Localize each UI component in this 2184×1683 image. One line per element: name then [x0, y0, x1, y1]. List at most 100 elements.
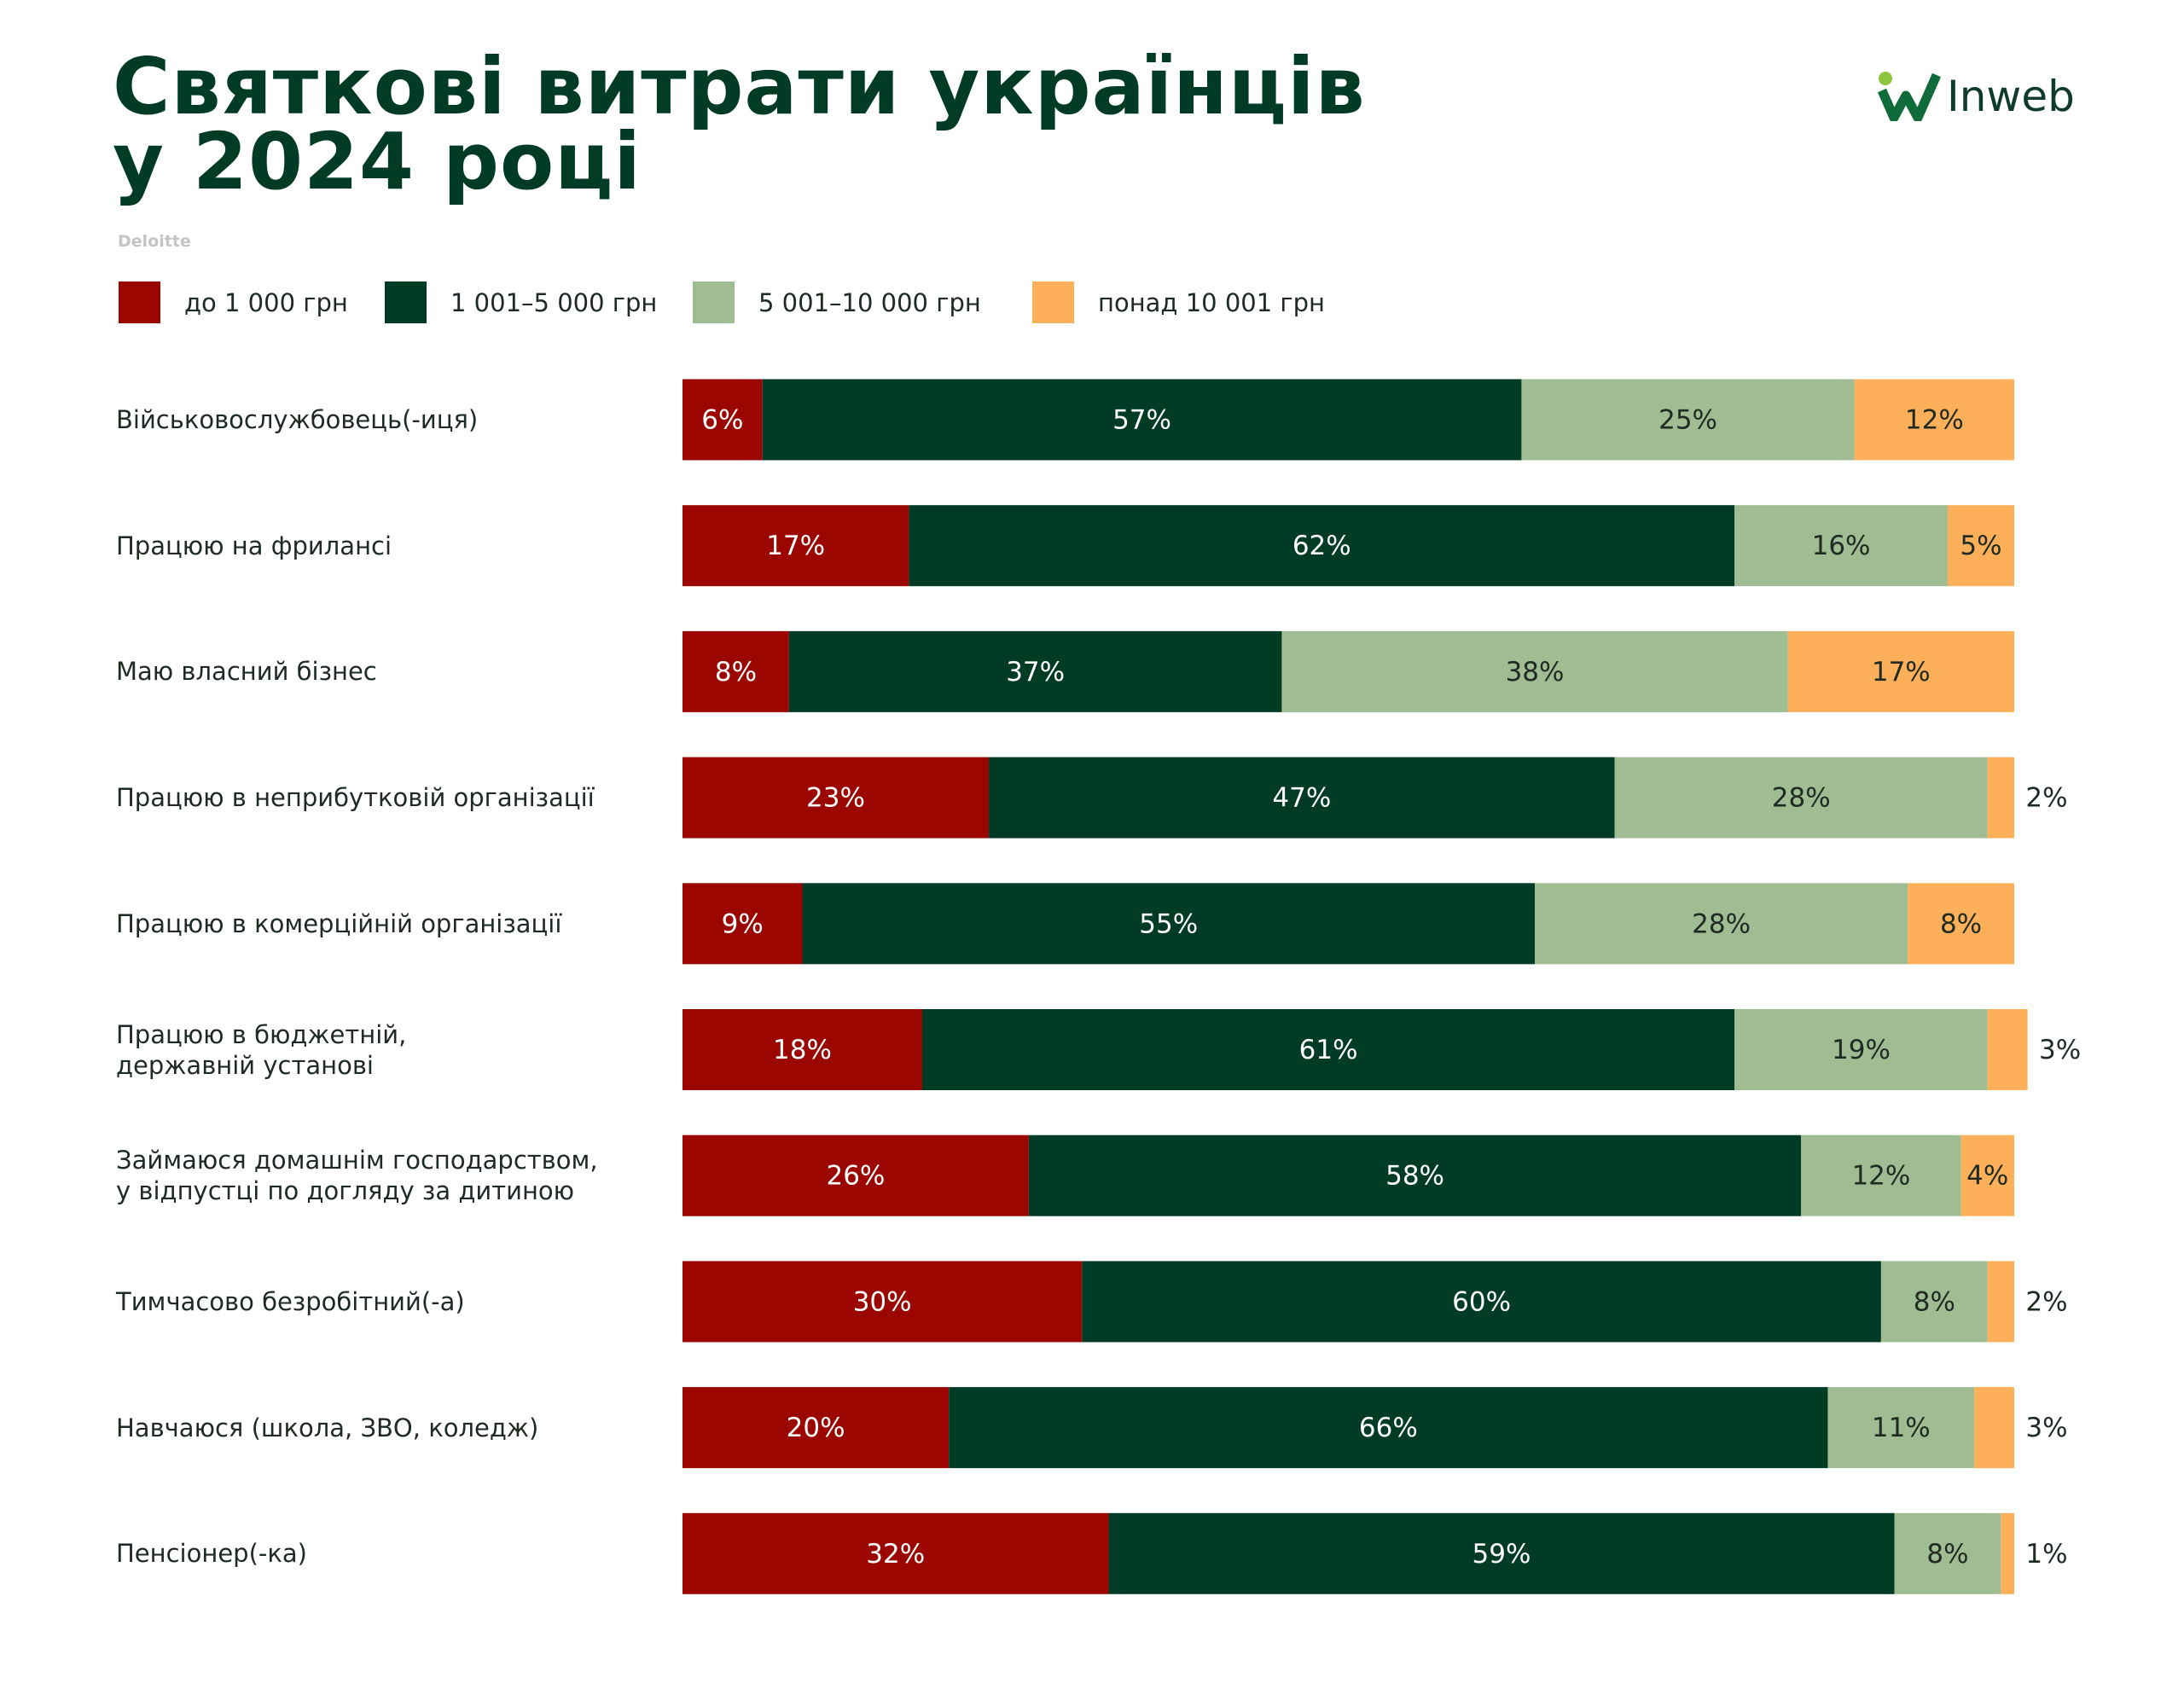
bar-segment [1521, 379, 1855, 461]
legend-label: до 1 000 грн [184, 288, 348, 317]
logo: Inweb [1947, 72, 2075, 121]
bar-segment [1987, 1261, 2014, 1343]
value-label: 32% [866, 1539, 925, 1570]
bar-segment [1908, 883, 2014, 965]
bar-segment [1894, 1512, 2001, 1594]
value-label: 57% [1112, 405, 1171, 436]
value-label: 5% [1960, 531, 2001, 561]
bar-segment [1108, 1512, 1895, 1594]
value-label: 55% [1139, 908, 1198, 939]
bar-segment [1854, 379, 2014, 461]
bar-segment [1734, 505, 1948, 587]
value-label: 17% [766, 531, 825, 561]
bar-segment [1082, 1261, 1881, 1343]
value-label: 12% [1905, 405, 1964, 436]
source: Deloitte [118, 232, 191, 251]
category-label: Працюю на фрилансі [116, 531, 392, 560]
bar-segment [1880, 1261, 1988, 1343]
bar-segment [1614, 757, 1988, 839]
bar-segment [1947, 505, 2014, 587]
legend-label: 1 001–5 000 грн [450, 288, 658, 317]
value-label: 23% [806, 783, 865, 814]
value-label: 12% [1851, 1161, 1910, 1192]
value-label: 26% [826, 1161, 885, 1192]
bar-segment [1734, 1009, 1988, 1090]
bar-segment [1535, 883, 1908, 965]
bar-segment [921, 1009, 1735, 1090]
chart-title: Святкові витрати українців у 2024 році [113, 41, 1366, 207]
bar-segment [682, 883, 803, 965]
value-label: 66% [1359, 1413, 1418, 1443]
value-label: 17% [1872, 657, 1931, 688]
value-label: 11% [1872, 1413, 1931, 1443]
legend-swatch [693, 281, 735, 323]
value-label: 3% [2025, 1413, 2067, 1443]
legend-label: понад 10 001 грн [1098, 288, 1325, 317]
category-label: Працюю в комерційній організації [116, 908, 562, 938]
bar-segment [682, 630, 789, 712]
bar-segment [682, 505, 909, 587]
value-label: 28% [1692, 908, 1751, 939]
value-label: 8% [1940, 908, 1982, 939]
value-label: 18% [773, 1035, 832, 1065]
value-label: 3% [2039, 1035, 2081, 1065]
category-label: Маю власний бізнес [116, 657, 377, 687]
value-label: 62% [1292, 531, 1351, 561]
bar-segment [682, 1387, 950, 1469]
bar-segment [1787, 630, 2014, 712]
legend-swatch [119, 281, 160, 323]
value-label: 61% [1299, 1035, 1358, 1065]
bar-segment [682, 1135, 1029, 1216]
bar-segment [1974, 1387, 2014, 1469]
value-label: 6% [701, 405, 743, 436]
value-label: 25% [1658, 405, 1717, 436]
category-label: Військовослужбовець(-иця) [116, 405, 479, 434]
bar-segment [1801, 1135, 1961, 1216]
value-label: 8% [715, 657, 757, 688]
value-label: 37% [1006, 657, 1065, 688]
value-label: 60% [1452, 1286, 1511, 1317]
bar-segment [682, 1261, 1083, 1343]
category-label: Займаюся домашнім господарством, у відпу… [116, 1146, 598, 1206]
value-label: 16% [1812, 531, 1871, 561]
value-label: 30% [853, 1286, 912, 1317]
bar-segment [762, 379, 1522, 461]
value-label: 2% [2025, 1286, 2067, 1317]
value-label: 38% [1506, 657, 1565, 688]
bar-segment [1028, 1135, 1802, 1216]
bar-segment [1987, 1009, 2028, 1090]
bar-segment [1987, 757, 2014, 839]
category-label: Працюю в неприбутковій організації [116, 783, 595, 813]
value-label: 47% [1272, 783, 1331, 814]
bar-segment [909, 505, 1735, 587]
value-label: 19% [1832, 1035, 1891, 1065]
legend-label: 5 001–10 000 грн [758, 288, 981, 317]
category-label: Працюю в бюджетній, державній установі [116, 1019, 407, 1080]
value-label: 59% [1472, 1539, 1531, 1570]
bar-segment [682, 757, 990, 839]
value-label: 20% [787, 1413, 845, 1443]
bar-segment [682, 1512, 1109, 1594]
value-label: 8% [1926, 1539, 1968, 1570]
legend-swatch [1032, 281, 1074, 323]
value-label: 58% [1385, 1161, 1444, 1192]
bar-segment [682, 1009, 922, 1090]
value-label: 2% [2025, 783, 2067, 814]
legend-swatch [385, 281, 427, 323]
value-label: 4% [1966, 1161, 2008, 1192]
category-label: Навчаюся (школа, ЗВО, коледж) [116, 1413, 539, 1442]
bar-segment [802, 883, 1536, 965]
category-label: Пенсіонер(-ка) [116, 1539, 307, 1569]
bar-segment [989, 757, 1615, 839]
bar-segment [949, 1387, 1828, 1469]
value-label: 9% [722, 908, 764, 939]
value-label: 28% [1772, 783, 1831, 814]
bar-segment [1960, 1135, 2014, 1216]
bar-segment [2001, 1512, 2014, 1594]
bar-segment [1827, 1387, 1975, 1469]
value-label: 1% [2025, 1539, 2067, 1570]
value-label: 8% [1914, 1286, 1955, 1317]
bar-segment [682, 379, 763, 461]
